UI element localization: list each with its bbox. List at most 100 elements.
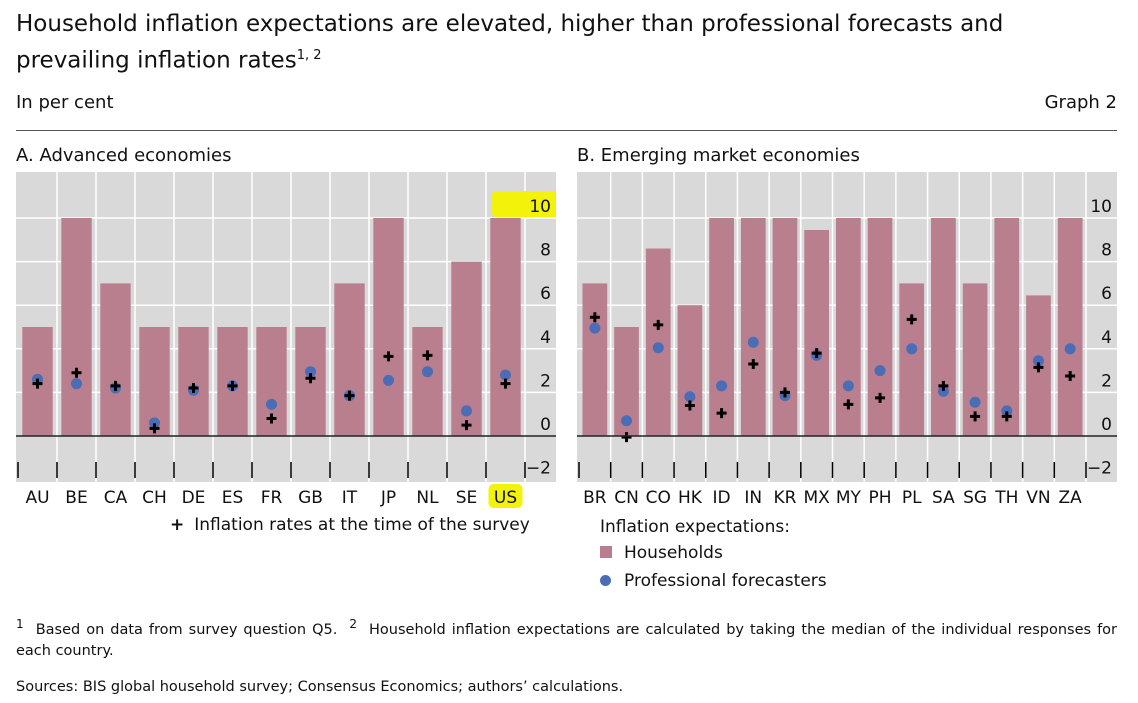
panel-a-title: A. Advanced economies [16,145,232,166]
cross-inflation-nl [422,350,433,361]
y-tick-label: 8 [540,241,551,261]
dot-professional-vn [1032,355,1044,367]
y-tick-label: −2 [526,459,551,479]
x-tick-label-my: MY [836,488,862,508]
y-tick-label: −2 [1087,459,1112,479]
cross-inflation-cn [621,432,632,443]
dot-professional-jp [383,374,394,386]
x-tick-label-th: TH [994,488,1018,508]
x-tick-label-za: ZA [1059,488,1083,508]
bar-households-mx [804,229,830,436]
title-footnote-marks: 1, 2 [296,48,322,63]
y-tick-label: 8 [1101,241,1112,261]
cross-inflation-fr [266,413,277,424]
dot-professional-pl [906,343,918,355]
dot-professional-us [500,369,511,381]
y-tick-label: 0 [540,415,551,435]
graph-title: Household inflation expectations are ele… [16,8,1016,77]
bar-households-be [61,218,92,436]
dot-professional-co [652,342,664,354]
y-tick-label: 6 [540,284,551,304]
divider [16,130,1117,131]
bar-households-th [994,218,1020,436]
dot-professional-fr [266,398,277,410]
dot-professional-my [842,380,854,392]
x-tick-label-es: ES [222,488,244,508]
bar-households-br [582,283,608,436]
cross-inflation-es [227,380,238,391]
x-tick-label-co: CO [646,488,671,508]
legend-professional: Professional forecasters [600,571,827,591]
dot-professional-sg [969,396,981,408]
dot-professional-in [747,336,759,348]
x-tick-label-id: ID [713,488,731,508]
highlight-mark [488,484,523,508]
x-tick-label-it: IT [342,488,358,508]
bar-swatch-icon [600,546,612,558]
x-tick-label-cn: CN [614,488,639,508]
cross-inflation-gb [305,373,316,384]
cross-inflation-us [500,378,511,389]
unit-label: In per cent [16,92,114,113]
cross-inflation-my [843,399,854,410]
legend-households-label: Households [624,543,723,563]
cross-inflation-pl [906,314,917,325]
dot-professional-nl [422,366,433,378]
dot-professional-br [589,322,601,334]
cross-inflation-id [716,408,727,419]
x-tick-label-de: DE [182,488,206,508]
panel-b-chart: 10 8 6 4 2 0 −2 BR CN CO HK ID IN KR MX MY PH PL SA SG TH VN Z… [577,172,1117,508]
cross-inflation-za [1065,371,1076,382]
y-tick-label: 2 [1101,371,1112,391]
x-tick-label-gb: GB [298,488,323,508]
dot-icon [600,575,611,586]
x-tick-label-ca: CA [104,488,128,508]
dot-professional-gb [305,366,316,378]
x-tick-label-au: AU [25,488,49,508]
x-tick-label-jp: JP [380,488,396,508]
x-tick-label-mx: MX [803,488,830,508]
bar-households-ph [867,218,893,436]
dot-professional-sa [937,385,949,397]
highlight-mark [491,191,556,217]
bar-households-sg [962,283,988,436]
dot-professional-be [71,378,82,390]
bar-households-kr [772,218,798,436]
dot-professional-za [1064,343,1076,355]
x-tick-label-us: US [494,488,517,508]
cross-inflation-ph [875,392,886,403]
footnote-2: Household inflation expectations are cal… [16,621,1118,659]
cross-inflation-kr [779,387,790,398]
bar-households-de [178,327,209,436]
footnote-1: Based on data from survey question Q5. [35,621,338,638]
bar-households-jp [373,218,404,436]
bar-households-us [490,218,521,436]
cross-inflation-mx [811,348,822,359]
bar-households-it [334,283,365,436]
cross-inflation-ca [110,380,121,391]
bar-households-in [740,218,766,436]
x-tick-label-sg: SG [963,488,987,508]
y-tick-label: 6 [1101,284,1112,304]
cross-inflation-ch [149,423,160,434]
footnotes: 1 Based on data from survey question Q5.… [16,614,1117,662]
legend-households: Households [600,543,723,563]
graph-title-text: Household inflation expectations are ele… [16,11,1004,74]
y-tick-label: 4 [540,328,551,348]
dot-professional-id [716,380,728,392]
bar-households-za [1057,218,1083,436]
cross-inflation-th [1001,411,1012,422]
x-tick-label-ph: PH [869,488,892,508]
cross-inflation-it [344,390,355,401]
cross-inflation-hk [684,400,695,411]
footnote-2-mark: 2 [349,617,358,631]
x-tick-label-br: BR [583,488,607,508]
bar-households-id [709,218,734,436]
x-tick-label-kr: KR [773,488,796,508]
sources: Sources: BIS global household survey; Co… [16,679,624,695]
x-tick-label-nl: NL [416,488,439,508]
x-tick-label-ch: CH [142,488,167,508]
bar-households-pl [899,283,925,436]
cross-inflation-sg [970,411,981,422]
